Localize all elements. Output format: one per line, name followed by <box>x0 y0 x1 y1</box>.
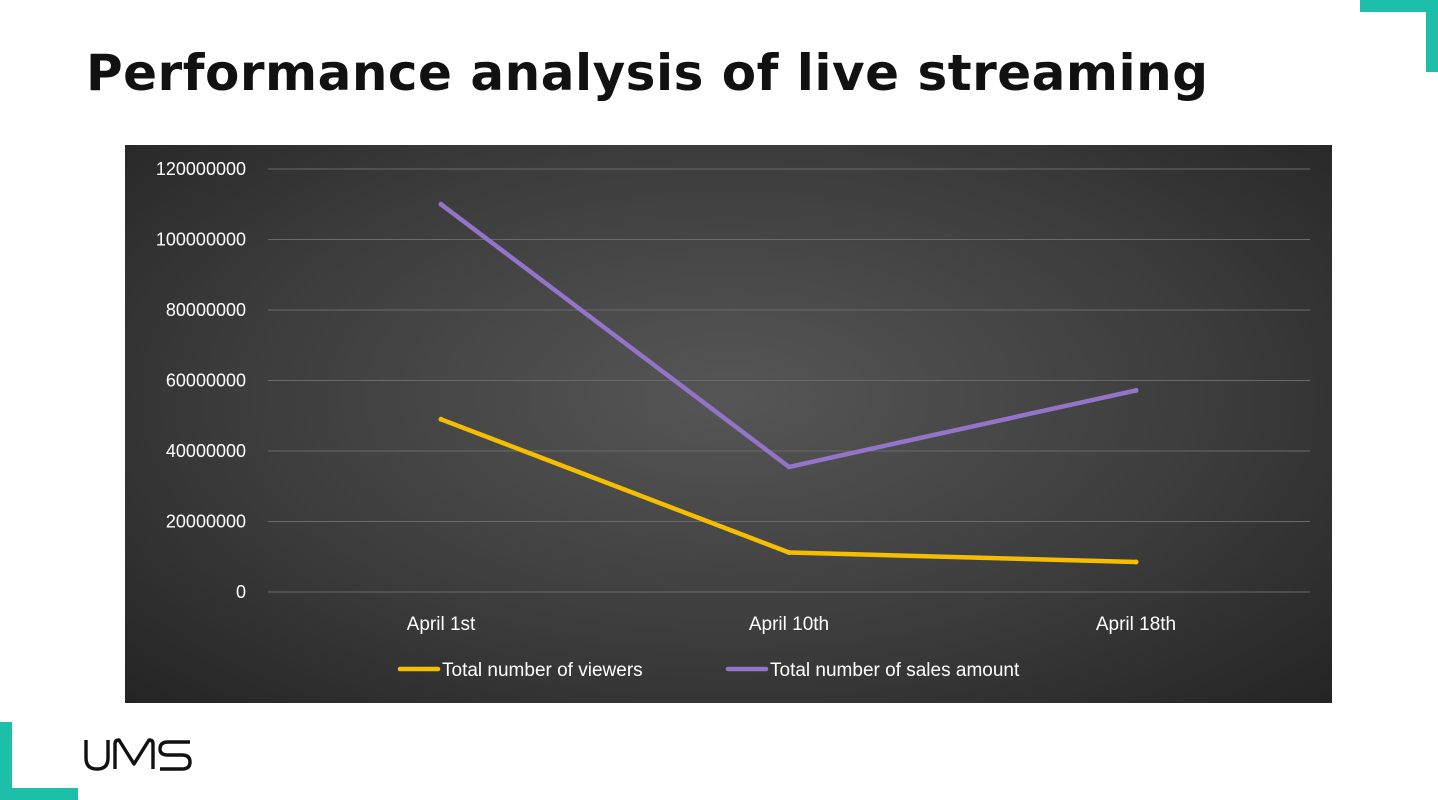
line-chart: 0 20000000 40000000 60000000 80000000 1000000… <box>156 159 1310 681</box>
y-tick-label: 0 <box>236 582 246 602</box>
corner-accent-top-right <box>1360 0 1438 12</box>
data-point <box>786 464 792 470</box>
ums-logo <box>84 738 194 777</box>
x-tick-label: April 10th <box>749 614 829 635</box>
legend-label-1: Total number of viewers <box>442 660 643 681</box>
y-tick-label: 100000000 <box>156 230 246 250</box>
data-point <box>438 201 444 207</box>
data-point <box>1133 387 1139 393</box>
page-title: Performance analysis of live streaming <box>86 44 1209 102</box>
y-tick-label: 20000000 <box>166 512 246 532</box>
y-tick-label: 40000000 <box>166 441 246 461</box>
series-line-2 <box>438 202 1139 470</box>
y-tick-label: 80000000 <box>166 300 246 320</box>
series-line-1 <box>438 417 1139 565</box>
corner-accent-top-right-vertical <box>1426 0 1438 72</box>
y-tick-label: 120000000 <box>156 159 246 179</box>
legend-label-2: Total number of sales amount <box>770 660 1020 681</box>
chart-panel: 0 20000000 40000000 60000000 80000000 1000000… <box>125 145 1332 703</box>
corner-accent-bottom-left <box>0 788 78 800</box>
data-point <box>1133 559 1139 565</box>
x-tick-label: April 1st <box>407 614 476 635</box>
x-tick-label: April 18th <box>1096 614 1176 635</box>
corner-accent-bottom-left-vertical <box>0 722 12 800</box>
data-point <box>438 416 444 422</box>
data-point <box>786 550 792 556</box>
y-tick-label: 60000000 <box>166 371 246 391</box>
logo-icon <box>84 738 192 771</box>
